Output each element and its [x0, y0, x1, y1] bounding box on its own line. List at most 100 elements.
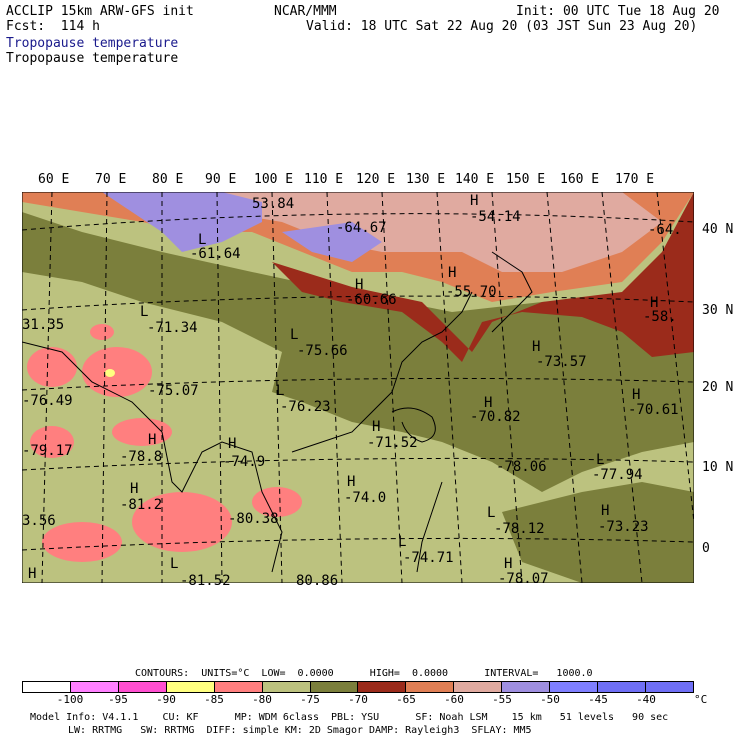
map-label: -78.8 [120, 449, 163, 465]
map-label: -78.07 [498, 571, 549, 587]
colorbar-tick: -100 [56, 693, 84, 706]
map-label: -78.12 [494, 521, 545, 537]
colorbar-segment [502, 682, 551, 692]
colorbar-tick: -50 [540, 693, 560, 706]
map-label: -58. [643, 309, 677, 325]
longitude-label: 120 E [356, 172, 396, 187]
colorbar-tick: -90 [156, 693, 176, 706]
colorbar-unit: °C [694, 693, 708, 706]
map-label: -54.14 [470, 209, 521, 225]
longitude-label: 110 E [304, 172, 344, 187]
map-label: H [650, 295, 659, 311]
latitude-label: 20 N [702, 380, 734, 395]
colorbar-segment [118, 682, 167, 692]
map-label: 3.56 [22, 513, 56, 529]
colorbar-segment [358, 682, 407, 692]
forecast-hour: Fcst: 114 h [6, 19, 100, 34]
latitude-label: 30 N [702, 303, 734, 318]
band-minus-70-south [502, 482, 694, 583]
band-minus-50 [102, 192, 262, 252]
map-label: L [276, 383, 285, 399]
band-minus-85 [105, 369, 115, 377]
colorbar-tick: -85 [204, 693, 224, 706]
map-label: L [290, 327, 299, 343]
map-label: L [198, 232, 207, 248]
coastlines [22, 251, 533, 573]
band-minus-50-b [282, 222, 382, 262]
map-label: 80.86 [296, 573, 339, 589]
map-label: H [484, 395, 493, 411]
longitude-label: 140 E [455, 172, 495, 187]
band-minus-70 [22, 212, 694, 492]
colorbar-segment [262, 682, 311, 692]
map-label: -76.49 [22, 393, 73, 409]
map-label: H [532, 339, 541, 355]
colorbar-segment [550, 682, 599, 692]
map-label: -64. [648, 222, 682, 238]
map-label: -55.70 [446, 284, 497, 300]
map-label: L [596, 452, 605, 468]
colorbar-segment [645, 682, 693, 692]
colorbar-segment [598, 682, 646, 692]
model-info-line-1: Model Info: V4.1.1 CU: KF MP: WDM 6class… [30, 712, 669, 723]
map-label: -79.17 [22, 443, 73, 459]
map-label: H [601, 503, 610, 519]
field-title-contour: Tropopause temperature [6, 51, 179, 66]
map-label: -60.66 [346, 292, 397, 308]
map-label: H [372, 419, 381, 435]
longitude-label: 150 E [506, 172, 546, 187]
latitude-label: 10 N [702, 460, 734, 475]
map-label: -73.23 [598, 519, 649, 535]
map-label: -73.57 [536, 354, 587, 370]
map-label: L [487, 505, 496, 521]
map-label: H [148, 432, 157, 448]
longitude-label: 160 E [560, 172, 600, 187]
graticule [22, 192, 694, 583]
colorbar-tick: -65 [396, 693, 416, 706]
map-label: 53.84 [252, 196, 295, 212]
colorbar-tick: -45 [588, 693, 608, 706]
map-label: H [632, 387, 641, 403]
map-label: H [504, 556, 513, 572]
colorbar-tick: -75 [300, 693, 320, 706]
map-label: H [228, 436, 237, 452]
colorbar-segment [214, 682, 263, 692]
map-label: H [347, 474, 356, 490]
map-label: H [28, 566, 37, 582]
colorbar-tick: -95 [108, 693, 128, 706]
map-label: -77.94 [592, 467, 643, 483]
map-label: H [130, 481, 139, 497]
valid-time: Valid: 18 UTC Sat 22 Aug 20 (03 JST Sun … [306, 19, 698, 34]
map-label: H [448, 265, 457, 281]
tropopause-temperature-map [22, 192, 694, 583]
colorbar-segment [406, 682, 455, 692]
map-label: L [140, 304, 149, 320]
longitude-label: 60 E [38, 172, 70, 187]
map-label: -81.52 [180, 573, 231, 589]
map-label: -70.82 [470, 409, 521, 425]
model-info-line-2: LW: RRTMG SW: RRTMG DIFF: simple KM: 2D … [68, 725, 532, 736]
longitude-label: 90 E [205, 172, 237, 187]
colorbar-tick: -40 [636, 693, 656, 706]
map-label: -76.23 [280, 399, 331, 415]
colorbar-segment [23, 682, 71, 692]
colorbar [22, 681, 694, 693]
band-minus-65 [272, 192, 694, 362]
longitude-label: 80 E [152, 172, 184, 187]
map-label: -75.07 [148, 383, 199, 399]
map-label: -64.67 [336, 220, 387, 236]
init-time: Init: 00 UTC Tue 18 Aug 20 [516, 4, 720, 19]
map-label: -70.61 [628, 402, 679, 418]
colorbar-tick: -70 [348, 693, 368, 706]
longitude-label: 130 E [406, 172, 446, 187]
longitude-label: 100 E [254, 172, 294, 187]
map-label: -74.71 [403, 550, 454, 566]
colorbar-tick: -55 [492, 693, 512, 706]
map-label: L [170, 556, 179, 572]
colorbar-tick: -60 [444, 693, 464, 706]
model-title: ACCLIP 15km ARW-GFS init [6, 4, 194, 19]
map-label: -75.66 [297, 343, 348, 359]
map-label: H [355, 277, 364, 293]
map-label: -81.2 [120, 497, 163, 513]
map-label: -61.64 [190, 246, 241, 262]
